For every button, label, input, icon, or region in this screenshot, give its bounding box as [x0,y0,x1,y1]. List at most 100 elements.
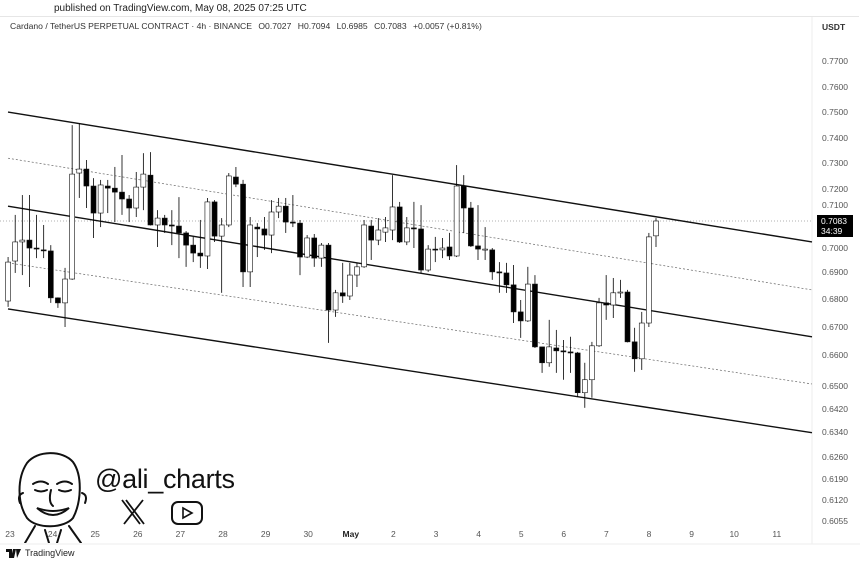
candle-down [432,248,439,251]
candle-up [62,278,68,304]
time-tick-label: 2 [391,529,396,539]
chart-frame [0,16,859,545]
candle-down [104,185,111,189]
price-tick-label: 0.6120 [822,495,848,505]
candle-down [325,244,332,311]
candle-up [5,261,11,302]
candle-down [233,176,239,185]
channel-line-3 [7,205,813,338]
last-price-value: 0.7083 [821,216,847,226]
price-tick-label: 0.6600 [822,350,848,360]
price-tick-label: 0.7000 [822,243,848,253]
candle-down [240,183,246,273]
candle-down [90,185,97,214]
bar-countdown: 34:39 [821,226,843,236]
candle-down [603,302,609,306]
candle-down [169,224,175,227]
price-tick-label: 0.7500 [822,107,848,117]
candle-down [183,232,189,246]
candle-up [268,211,275,236]
price-tick-label: 0.6500 [822,381,848,391]
candle-up [354,266,360,276]
candle-up [69,173,75,280]
candle-up [525,283,531,322]
time-tick-label: 27 [175,529,186,539]
time-tick-label: 4 [476,529,481,539]
watermark-handle: @ali_charts [95,464,235,494]
candle-up [382,227,389,233]
candle-down [396,206,403,243]
time-tick-label: 30 [303,529,313,539]
candle-up [218,224,225,237]
price-tick-label: 0.6700 [822,322,848,332]
candle-up [76,168,83,174]
youtube-icon [171,501,203,525]
price-tick-label: 0.6420 [822,404,848,414]
candle-down [197,252,204,257]
candle-down [147,174,154,226]
candle-up [646,236,652,324]
candle-up [19,239,26,243]
candle-down [553,347,560,352]
candle-down [446,246,453,257]
candle-up [275,205,282,213]
candle-up [617,291,624,294]
time-tick-label: 6 [561,529,567,539]
time-tick-label: 11 [772,529,782,539]
candle-up [482,248,488,251]
channel-line-5 [7,308,813,434]
tradingview-brand: TradingView [25,548,75,558]
candle-down [503,272,510,286]
candle-up [154,217,161,226]
candle-down [211,201,218,237]
candle-down [411,227,417,230]
price-tick-label: 0.6900 [822,267,848,277]
candle-up [204,201,211,257]
ohlc-low: L0.6985 [336,21,368,31]
candle-down [33,247,40,250]
candle-down [282,205,289,223]
tradingview-footer[interactable]: TradingView [6,548,75,558]
tradingview-logo-icon [6,548,21,558]
time-tick-label: 10 [729,529,739,539]
candle-down [26,239,33,249]
channel-line-2 [7,157,813,291]
candle-up [375,229,382,241]
time-tick-label: May [342,529,360,539]
time-tick-label: 9 [689,529,694,539]
candle-down [574,352,581,394]
candle-up [304,237,310,258]
candle-down [55,297,61,304]
price-tick-label: 0.7400 [822,133,848,143]
candle-down [297,222,303,258]
candle-down [126,198,132,209]
candle-down [368,225,375,241]
candle-up [596,302,602,347]
price-tick-label: 0.7300 [822,158,848,168]
avatar-caricature [18,452,87,543]
x-logo-icon [121,499,145,525]
ohlc-close: C0.7083 [374,21,407,31]
time-tick-label: 29 [260,529,271,539]
candle-down [161,217,168,226]
price-tick-label: 0.6190 [822,474,848,484]
time-tick-label: 8 [646,529,652,539]
ohlc-open: O0.7027 [258,21,292,31]
price-tick-label: 0.7700 [822,56,848,66]
candle-down [489,249,496,273]
channel-line-4 [7,262,813,385]
time-tick-label: 28 [218,529,228,539]
time-tick-label: 26 [133,529,143,539]
candle-down [468,207,474,247]
candle-down [47,250,54,299]
candle-up [140,173,147,188]
candle-down [40,249,47,252]
candle-down [176,225,182,234]
candle-up [653,220,659,237]
candle-up [453,185,460,257]
candle-down [261,228,268,236]
candle-down [311,237,318,259]
candle-down [190,244,196,254]
candle-down [475,245,481,250]
